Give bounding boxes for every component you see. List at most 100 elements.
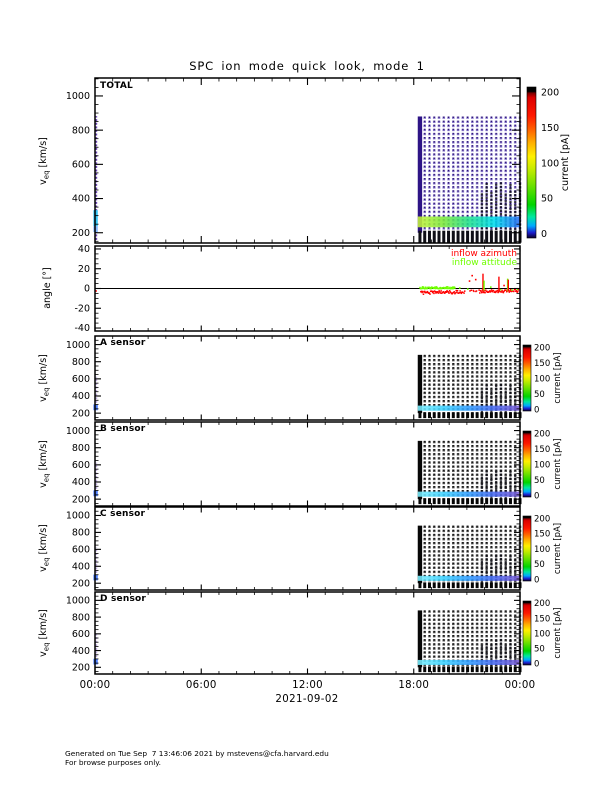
bottom-mark xyxy=(480,666,484,673)
burst-onset-stripe xyxy=(417,116,423,233)
bottom-mark xyxy=(489,582,493,589)
scatter-dot xyxy=(491,290,494,293)
colorbar-tick-label: 50 xyxy=(534,644,545,654)
bottom-mark xyxy=(475,498,479,505)
y-axis-title-a-sensor: veq [km/s] xyxy=(38,354,50,402)
bottom-mark xyxy=(513,498,517,505)
scatter-dot xyxy=(459,290,461,292)
scatter-dot xyxy=(440,290,442,292)
bottom-mark xyxy=(447,230,451,243)
bottom-mark xyxy=(470,230,474,243)
scatter-dot xyxy=(466,288,469,290)
scatter-dot xyxy=(434,290,436,293)
bottom-mark xyxy=(451,230,455,243)
bottom-mark xyxy=(423,666,427,673)
scatter-dot xyxy=(421,287,423,290)
velocity-band xyxy=(417,491,520,497)
bottom-mark xyxy=(508,666,512,673)
bottom-mark xyxy=(499,412,503,419)
scatter-dot xyxy=(468,280,471,282)
y-tick-label: 600 xyxy=(72,629,90,640)
bottom-mark xyxy=(442,666,446,673)
scatter-dot xyxy=(426,290,429,293)
scatter-dot xyxy=(500,291,503,293)
bottom-mark xyxy=(418,230,422,243)
scatter-dot xyxy=(503,284,505,287)
scatter-dot xyxy=(484,289,487,291)
bottom-mark xyxy=(504,666,508,673)
scatter-dot xyxy=(474,278,477,281)
y-tick-label: 200 xyxy=(72,663,90,674)
y-tick-label: 200 xyxy=(72,494,90,505)
scatter-dot xyxy=(462,291,464,294)
scatter-dot xyxy=(453,286,456,289)
y-tick-label: 200 xyxy=(72,228,90,239)
y-tick-label: 40 xyxy=(78,244,90,255)
colorbar-tick-label: 100 xyxy=(534,460,550,470)
colorbar-tick-label: 100 xyxy=(534,545,550,555)
legend-inflow-attitude: inflow attitude xyxy=(452,258,518,268)
y-tick-label: 0 xyxy=(84,284,90,295)
scatter-dot xyxy=(472,289,474,292)
y-tick-label: 200 xyxy=(72,408,90,419)
panel-label-total: TOTAL xyxy=(100,81,133,91)
bottom-mark xyxy=(470,412,474,419)
scatter-dot xyxy=(420,290,423,293)
bottom-mark xyxy=(485,582,489,589)
scatter-dot xyxy=(448,287,451,289)
scatter-dot xyxy=(428,292,431,294)
y-tick-label: 800 xyxy=(72,357,90,368)
scatter-dot xyxy=(452,287,455,289)
bottom-mark xyxy=(427,412,431,419)
scatter-dot xyxy=(438,290,440,292)
y-tick-label: 1000 xyxy=(66,596,90,607)
bottom-mark xyxy=(418,666,422,673)
scatter-dot xyxy=(494,291,497,294)
bottom-mark xyxy=(489,666,493,673)
scatter-dot xyxy=(517,289,520,291)
scatter-dot xyxy=(488,290,491,292)
scatter-dot xyxy=(508,291,511,293)
y-tick-label: -20 xyxy=(74,303,90,314)
colorbar-tick-label: 100 xyxy=(541,158,559,169)
scatter-dot xyxy=(490,290,492,292)
scatter-dot xyxy=(479,292,481,294)
bottom-mark xyxy=(456,230,460,243)
bottom-mark xyxy=(485,498,489,505)
scatter-dot xyxy=(451,287,453,290)
y-tick-label: 400 xyxy=(72,391,90,402)
y-tick-label: 400 xyxy=(72,646,90,657)
bottom-mark xyxy=(461,666,465,673)
scatter-dot xyxy=(471,274,473,277)
scatter-dot xyxy=(435,286,438,288)
scatter-dot xyxy=(430,287,432,290)
scatter-dot xyxy=(492,289,495,292)
colorbar xyxy=(526,86,537,239)
colorbar-tick-label: 200 xyxy=(541,87,559,98)
scatter-dot xyxy=(481,291,483,294)
x-tick-label: 12:00 xyxy=(292,680,323,691)
scatter-dot xyxy=(458,292,461,294)
bottom-mark xyxy=(466,498,470,505)
bottom-mark xyxy=(489,412,493,419)
legend-inflow-azimuth: inflow azimuth xyxy=(451,249,517,259)
y-axis-title-b-sensor: veq [km/s] xyxy=(38,440,50,488)
bottom-mark xyxy=(432,412,436,419)
bottom-mark xyxy=(475,666,479,673)
scatter-dot xyxy=(422,286,425,288)
burst-onset-stripe xyxy=(417,525,423,584)
bottom-mark xyxy=(427,666,431,673)
panel-label-a-sensor: A sensor xyxy=(100,338,146,348)
colorbar-tick-label: 0 xyxy=(541,229,547,240)
scatter-dot xyxy=(454,292,456,295)
scatter-dot xyxy=(435,292,437,294)
y-tick-label: 400 xyxy=(72,477,90,488)
bottom-mark xyxy=(456,666,460,673)
bottom-mark xyxy=(437,666,441,673)
scatter-dot xyxy=(441,292,443,295)
y-tick-label: 600 xyxy=(72,545,90,556)
scatter-dot xyxy=(424,287,427,290)
y-axis-title-c-sensor: veq [km/s] xyxy=(38,524,50,572)
